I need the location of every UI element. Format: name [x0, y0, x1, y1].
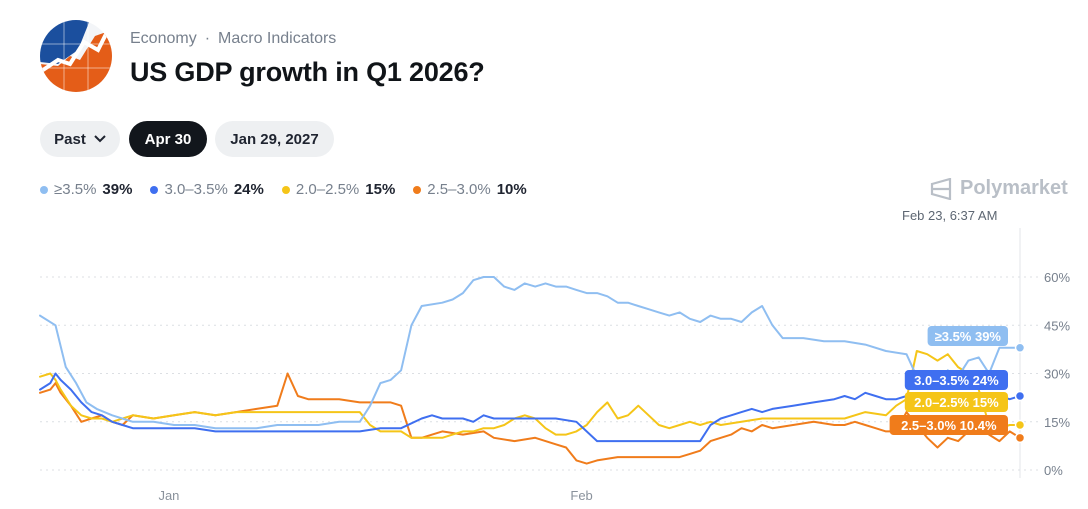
- y-tick-label: 15%: [1044, 415, 1070, 430]
- breadcrumb-separator: ·: [204, 30, 211, 47]
- legend-dot: [40, 185, 48, 194]
- series-end-label-bg: [904, 370, 1008, 390]
- legend-value: 39%: [102, 181, 133, 198]
- chart-timestamp: Feb 23, 6:37 AM: [902, 208, 998, 223]
- series-end-label-text: 2.0–2.5% 15%: [914, 395, 999, 410]
- legend-item: ≥3.5% 39%: [40, 181, 132, 198]
- series-end-label: 2.0–2.5% 15%: [904, 392, 1008, 412]
- series-end-dot: [1014, 419, 1026, 431]
- series-end-label-bg: [889, 415, 1008, 435]
- legend-value: 24%: [233, 181, 264, 198]
- legend-label: 2.0–2.5%: [295, 181, 360, 198]
- legend-value: 10%: [496, 181, 527, 198]
- market-logo: [40, 20, 112, 92]
- date-tab-label: Apr 30: [144, 130, 192, 148]
- y-tick-label: 45%: [1044, 318, 1070, 333]
- date-tab-label: Jan 29, 2027: [230, 130, 319, 148]
- series-end-label-bg: [904, 392, 1008, 412]
- legend-label: 3.0–3.5%: [164, 181, 228, 198]
- y-tick-label: 30%: [1044, 367, 1070, 382]
- series-end-label-text: 3.0–3.5% 24%: [914, 373, 999, 388]
- polymarket-brand: Polymarket: [930, 177, 1068, 200]
- legend-item: 2.0–2.5% 15%: [281, 181, 396, 198]
- breadcrumb: Economy · Macro Indicators: [130, 30, 336, 48]
- chart-legend: ≥3.5% 39% 3.0–3.5% 24% 2.0–2.5% 15% 2.5–…: [40, 181, 527, 198]
- legend-label: 2.5–3.0%: [427, 181, 491, 198]
- y-tick-label: 60%: [1044, 270, 1070, 285]
- series-end-label-text: ≥3.5% 39%: [935, 329, 1002, 344]
- past-dropdown-button[interactable]: Past: [40, 121, 120, 157]
- series-end-label: 3.0–3.5% 24%: [904, 370, 1008, 390]
- legend-dot: [281, 185, 290, 194]
- brand-name: Polymarket: [960, 177, 1068, 199]
- series-line: [39, 372, 1021, 443]
- page-title: US GDP growth in Q1 2026?: [130, 57, 485, 87]
- breadcrumb-category[interactable]: Economy: [130, 30, 197, 47]
- legend-dot: [150, 185, 159, 194]
- date-tab-apr-30[interactable]: Apr 30: [129, 121, 207, 157]
- series-line: [39, 276, 1021, 430]
- x-tick-label: Feb: [570, 488, 592, 503]
- y-tick-label: 0%: [1044, 463, 1063, 478]
- chevron-down-icon: [94, 135, 106, 143]
- legend-item: 3.0–3.5% 24%: [150, 181, 264, 198]
- legend-item: 2.5–3.0% 10%: [413, 181, 527, 198]
- series-end-label: ≥3.5% 39%: [927, 326, 1008, 346]
- series-end-label-bg: [927, 326, 1008, 346]
- breadcrumb-subcategory[interactable]: Macro Indicators: [218, 30, 337, 47]
- series-end-dot: [1014, 342, 1026, 354]
- legend-value: 15%: [365, 181, 396, 198]
- series-end-dot: [1014, 432, 1026, 444]
- polymarket-logo-icon: [930, 177, 952, 200]
- x-tick-label: Jan: [158, 488, 179, 503]
- series-end-label-text: 2.5–3.0% 10.4%: [901, 418, 997, 433]
- series-end-dot: [1014, 390, 1026, 402]
- market-logo-image: [40, 20, 112, 92]
- date-tab-jan-29-2027[interactable]: Jan 29, 2027: [215, 121, 334, 157]
- past-label: Past: [54, 130, 86, 148]
- series-end-label: 2.5–3.0% 10.4%: [889, 415, 1008, 435]
- legend-dot: [413, 185, 422, 194]
- legend-label: ≥3.5%: [54, 181, 97, 198]
- series-line: [39, 350, 1021, 439]
